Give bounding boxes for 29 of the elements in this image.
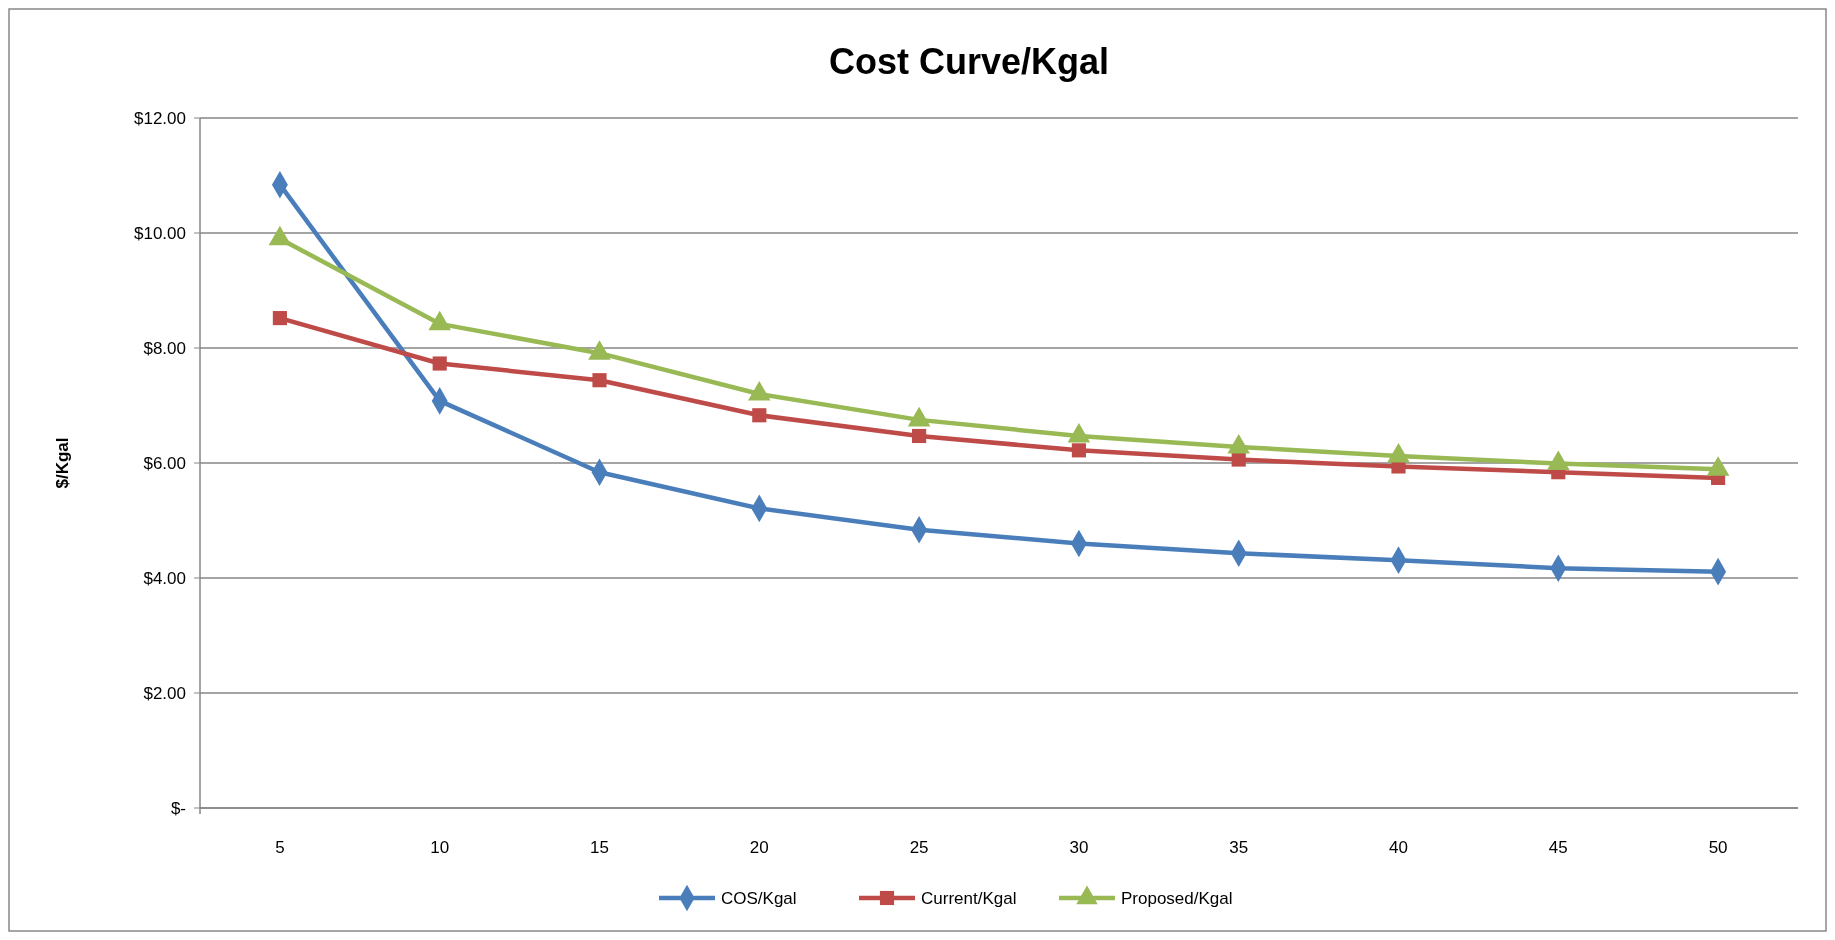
y-tick-label: $10.00 xyxy=(134,223,186,243)
point xyxy=(752,408,767,423)
x-tick-label: 45 xyxy=(1548,838,1568,857)
x-tick-label: 15 xyxy=(590,838,609,857)
x-tick-label: 30 xyxy=(1069,838,1089,857)
y-tick-label: $8.00 xyxy=(143,338,186,358)
y-tick-label: $2.00 xyxy=(143,683,186,703)
y-tick-label: $4.00 xyxy=(143,568,186,588)
point xyxy=(1071,443,1086,458)
point xyxy=(592,373,607,388)
legend-label: Proposed/Kgal xyxy=(1121,888,1233,908)
y-axis-title: $/Kgal xyxy=(53,437,72,489)
point xyxy=(912,428,927,444)
point xyxy=(1231,452,1246,467)
x-tick-label: 40 xyxy=(1389,838,1408,857)
x-tick-label: 20 xyxy=(749,838,769,857)
point xyxy=(272,311,287,326)
chart-title: Cost Curve/Kgal xyxy=(828,41,1110,82)
x-tick-label: 5 xyxy=(275,838,285,857)
x-tick-label: 25 xyxy=(909,838,929,857)
point xyxy=(432,356,447,371)
x-tick-label: 35 xyxy=(1229,838,1249,857)
y-tick-label: $- xyxy=(170,798,186,818)
legend-label: Current/Kgal xyxy=(921,888,1017,908)
x-tick-label: 50 xyxy=(1708,838,1728,857)
legend-label: COS/Kgal xyxy=(721,888,797,908)
y-tick-label: $12.00 xyxy=(134,108,186,128)
x-tick-label: 10 xyxy=(430,838,450,857)
y-tick-label: $6.00 xyxy=(143,453,186,473)
